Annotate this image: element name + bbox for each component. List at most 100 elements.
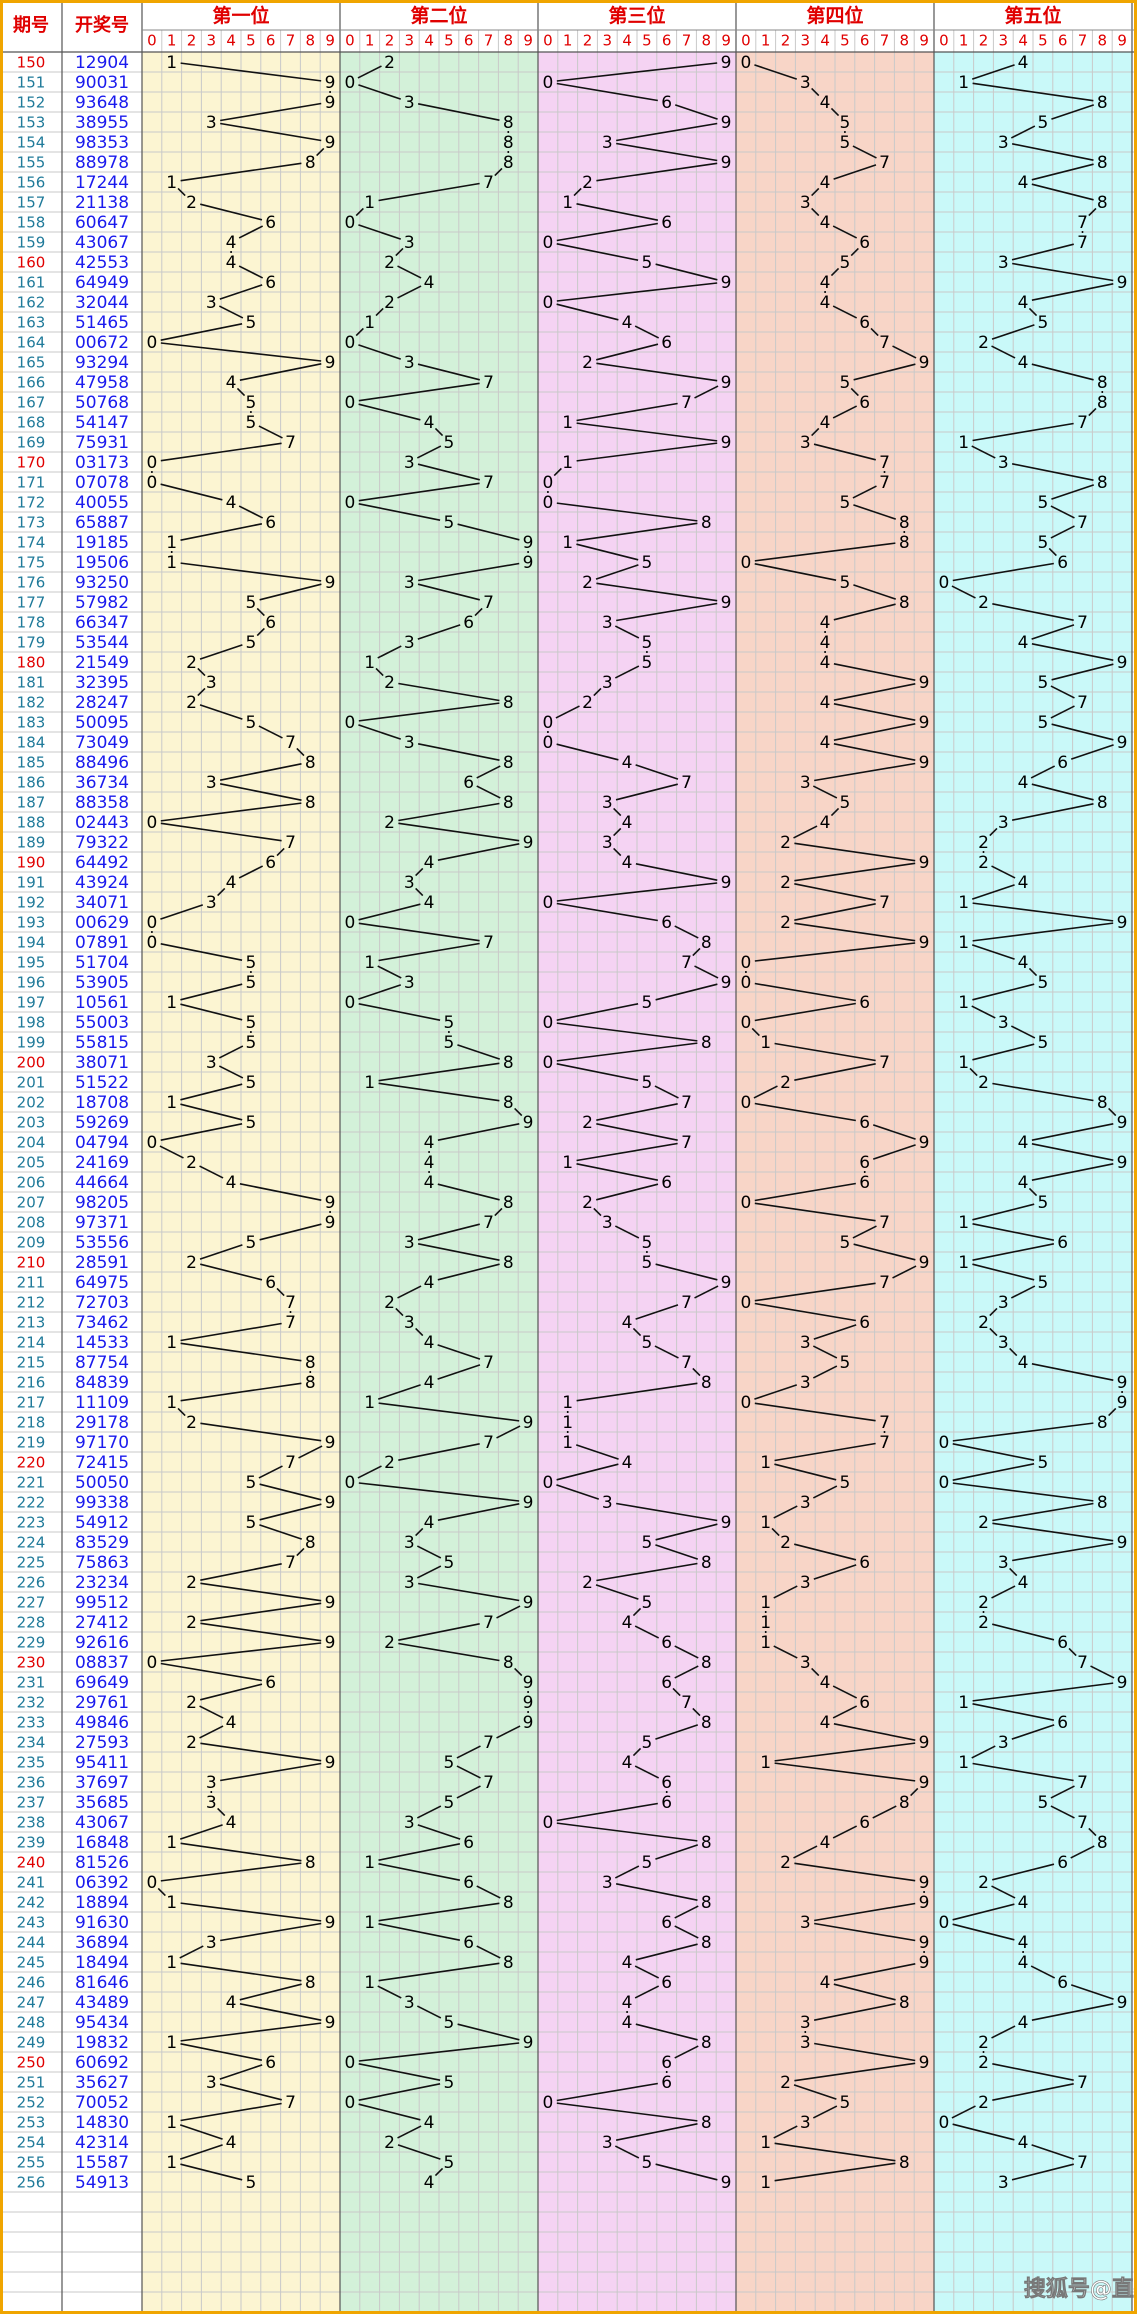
period: 232 [17, 1694, 46, 1712]
trend-digit: 9 [919, 673, 930, 693]
period: 219 [17, 1434, 46, 1452]
trend-segment [259, 1483, 322, 1501]
trend-digit: 9 [919, 1933, 930, 1953]
period: 150 [17, 54, 46, 72]
trend-segment [556, 1042, 698, 1062]
trend-digit: 8 [503, 1953, 514, 1973]
trend-digit: 7 [483, 1773, 494, 1793]
digit-label: 5 [1038, 32, 1048, 50]
draw-number: 04794 [75, 1133, 129, 1153]
draw-number: 19185 [75, 533, 129, 553]
trend-digit: 5 [1037, 713, 1048, 733]
trend-segment [259, 1223, 322, 1241]
trend-segment [256, 607, 265, 617]
trend-segment [576, 402, 678, 422]
draw-number: 98353 [75, 133, 129, 153]
trend-segment [476, 1945, 501, 1959]
trend-segment [833, 1962, 916, 1982]
trend-segment [634, 1965, 660, 1979]
trend-segment [1048, 547, 1057, 557]
trend-segment [833, 1983, 896, 2001]
trend-segment [417, 1223, 480, 1241]
draw-number: 35685 [75, 1793, 129, 1813]
trend-segment [259, 1524, 303, 1540]
position-title: 第五位 [1004, 4, 1061, 27]
trend-segment [635, 764, 679, 780]
trend-segment [969, 1067, 978, 1077]
trend-segment [417, 1824, 461, 1840]
trend-segment [1051, 104, 1095, 120]
digit-label: 7 [286, 32, 296, 50]
trend-segment [200, 1562, 282, 1582]
draw-number: 47958 [75, 373, 129, 393]
trend-segment [177, 187, 186, 197]
trend-segment [180, 2163, 243, 2181]
trend-digit: 6 [859, 1173, 870, 1193]
trend-digit: 8 [701, 2113, 712, 2133]
trend-digit: 6 [463, 773, 474, 793]
trend-segment [674, 2045, 699, 2059]
trend-digit: 7 [483, 173, 494, 193]
trend-digit: 7 [879, 473, 890, 493]
trend-digit: 0 [146, 453, 157, 473]
trend-digit: 3 [800, 433, 811, 453]
trend-digit: 9 [919, 1253, 930, 1273]
trend-segment [378, 1902, 500, 1922]
trend-segment [754, 1202, 876, 1222]
trend-segment [1031, 163, 1094, 181]
draw-number: 07078 [75, 473, 129, 493]
trend-digit: 5 [245, 413, 256, 433]
trend-segment [991, 1885, 1016, 1899]
digit-label: 1 [563, 32, 573, 50]
period: 224 [17, 1534, 46, 1552]
trend-digit: 4 [226, 493, 237, 513]
period: 247 [17, 1994, 46, 2012]
period: 153 [17, 114, 46, 132]
trend-segment [1011, 462, 1094, 482]
trend-digit: 5 [641, 1333, 652, 1353]
period: 175 [17, 554, 46, 572]
period: 198 [17, 1014, 46, 1032]
trend-segment [398, 1442, 480, 1462]
trend-digit: 7 [681, 773, 692, 793]
trend-segment [616, 122, 718, 142]
trend-digit: 4 [1018, 1133, 1029, 1153]
trend-segment [754, 64, 798, 80]
trend-digit: 0 [344, 333, 355, 353]
trend-segment [972, 422, 1074, 442]
trend-segment [833, 164, 877, 180]
trend-segment [180, 1842, 302, 1862]
trend-digit: 3 [206, 1793, 217, 1813]
trend-segment [971, 884, 1015, 900]
trend-digit: 5 [245, 393, 256, 413]
digit-label: 7 [682, 32, 692, 50]
trend-segment [754, 1402, 876, 1422]
trend-digit: 3 [998, 1553, 1009, 1573]
trend-segment [1088, 407, 1097, 417]
trend-digit: 3 [998, 133, 1009, 153]
trend-segment [514, 1107, 523, 1117]
period: 220 [17, 1454, 46, 1472]
trend-segment [398, 802, 500, 822]
trend-digit: 1 [562, 413, 573, 433]
trend-digit: 7 [483, 373, 494, 393]
trend-digit: 3 [602, 1493, 613, 1513]
trend-segment [556, 1822, 698, 1842]
period: 255 [17, 2154, 46, 2172]
trend-segment [358, 344, 402, 360]
draw-number: 21549 [75, 653, 129, 673]
trend-digit: 5 [641, 1733, 652, 1753]
trend-digit: 5 [245, 1233, 256, 1253]
trend-segment [674, 1905, 699, 1919]
draw-number: 50095 [75, 713, 129, 733]
trend-digit: 4 [622, 813, 633, 833]
trend-digit: 0 [542, 1013, 553, 1033]
trend-segment [952, 1903, 1015, 1921]
trend-digit: 2 [582, 573, 593, 593]
trend-segment [1031, 1142, 1114, 1162]
period: 158 [17, 214, 46, 232]
trend-digit: 4 [1018, 2133, 1029, 2153]
trend-segment [614, 2145, 640, 2159]
trend-digit: 8 [701, 2033, 712, 2053]
trend-segment [852, 145, 877, 159]
